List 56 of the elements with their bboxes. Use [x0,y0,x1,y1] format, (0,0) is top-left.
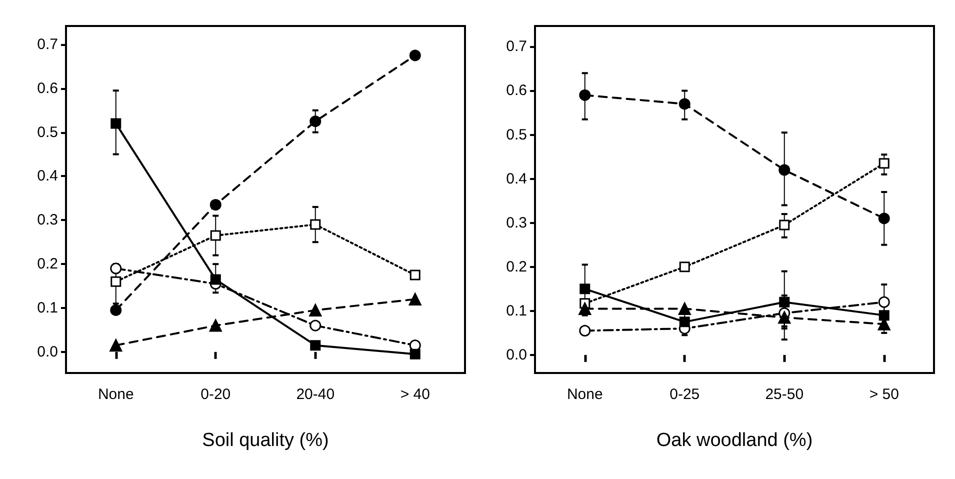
point [310,219,321,230]
point [778,164,790,176]
point [679,316,690,328]
x-tick-label: 25-50 [765,386,804,403]
y-tick-label: 0.7 [37,36,58,53]
point [578,302,592,315]
point [580,284,590,294]
point [309,304,322,316]
point [878,296,890,308]
point [409,50,421,62]
y-tick-label: 0.2 [37,256,58,273]
point [579,324,591,336]
point [310,340,321,351]
point [678,302,691,315]
point [210,274,221,285]
x-tick-label: None [566,386,603,403]
point [310,116,322,128]
y-tick-label: 0.2 [506,258,527,276]
y-tick-label: 0.1 [37,299,58,316]
y-tick-label: 0.7 [506,38,527,56]
y-tick-label: 0.1 [506,302,527,320]
point [110,276,122,287]
point [779,220,790,230]
x-tick-label: None [98,386,134,403]
point [110,118,122,129]
x-tick-label: > 40 [400,386,430,403]
x-tick-label: 0-20 [200,386,231,403]
y-tick-label: 0.3 [37,212,58,229]
y-tick-label: 0.5 [37,124,58,141]
point [678,98,690,110]
point [679,262,690,272]
x-tick-label: 20-40 [296,386,335,403]
x-tick-label: 0-25 [670,386,700,403]
point [878,212,890,224]
x-axis-title: Oak woodland (%) [656,430,813,451]
x-axis-title: Soil quality (%) [202,430,329,451]
x-tick-label: > 50 [869,386,899,403]
y-tick-label: 0.5 [506,126,527,144]
point [210,230,221,241]
point [408,292,422,306]
y-tick-label: 0.6 [37,80,58,97]
y-tick-label: 0.0 [506,346,527,364]
point [410,348,420,360]
point [110,339,122,352]
point [878,158,890,169]
y-tick-label: 0.4 [37,168,58,185]
point [778,311,791,324]
point [210,199,222,211]
point [579,89,591,101]
point [410,270,420,280]
y-tick-label: 0.3 [506,214,527,232]
y-tick-label: 0.0 [37,343,58,360]
point [310,320,322,332]
point [209,319,222,332]
y-tick-label: 0.6 [506,82,527,100]
y-tick-label: 0.4 [506,170,527,188]
